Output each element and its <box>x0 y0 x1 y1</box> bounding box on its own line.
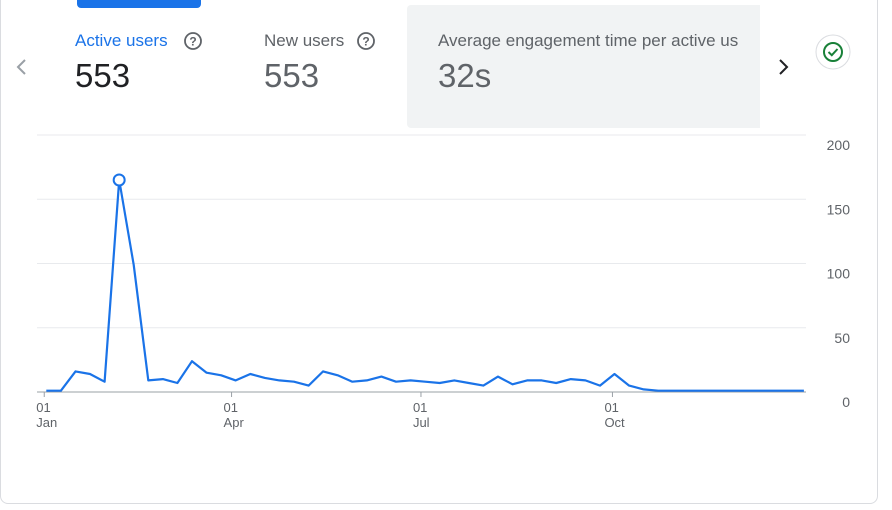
metric-tab[interactable]: Average engagement time per active us 32… <box>407 5 760 128</box>
prev-arrow[interactable] <box>12 57 32 77</box>
y-tick-label: 150 <box>827 201 851 217</box>
status-check[interactable] <box>815 34 851 70</box>
active-indicator <box>77 0 201 8</box>
svg-text:?: ? <box>189 35 196 49</box>
highlight-point <box>112 173 126 187</box>
card <box>0 0 878 504</box>
next-arrow[interactable] <box>773 57 793 77</box>
help-icon[interactable]: ? <box>356 31 376 51</box>
metric-tab[interactable]: New users ? 553 <box>250 0 400 128</box>
y-tick-label: 0 <box>842 394 850 410</box>
tab-label: Average engagement time per active us <box>438 31 739 50</box>
tab-value: 553 <box>75 57 131 94</box>
x-tick-label: 01 Jul <box>412 400 430 430</box>
y-tick-label: 50 <box>834 330 850 346</box>
metric-tab[interactable]: Active users ? 553 <box>60 0 230 128</box>
x-tick-label: 01 Oct <box>604 400 625 430</box>
tab-value: 553 <box>264 57 320 94</box>
help-icon[interactable]: ? <box>183 31 203 51</box>
line <box>46 178 804 392</box>
tab-value: 32s <box>438 57 492 94</box>
x-tick-label: 01 Jan <box>36 400 58 430</box>
y-tick-label: 100 <box>827 266 851 282</box>
tab-label: New users <box>264 31 345 50</box>
svg-text:?: ? <box>362 35 369 49</box>
x-tick-label: 01 Apr <box>223 400 244 430</box>
y-tick-label: 200 <box>827 137 851 153</box>
tab-label: Active users <box>75 31 168 50</box>
